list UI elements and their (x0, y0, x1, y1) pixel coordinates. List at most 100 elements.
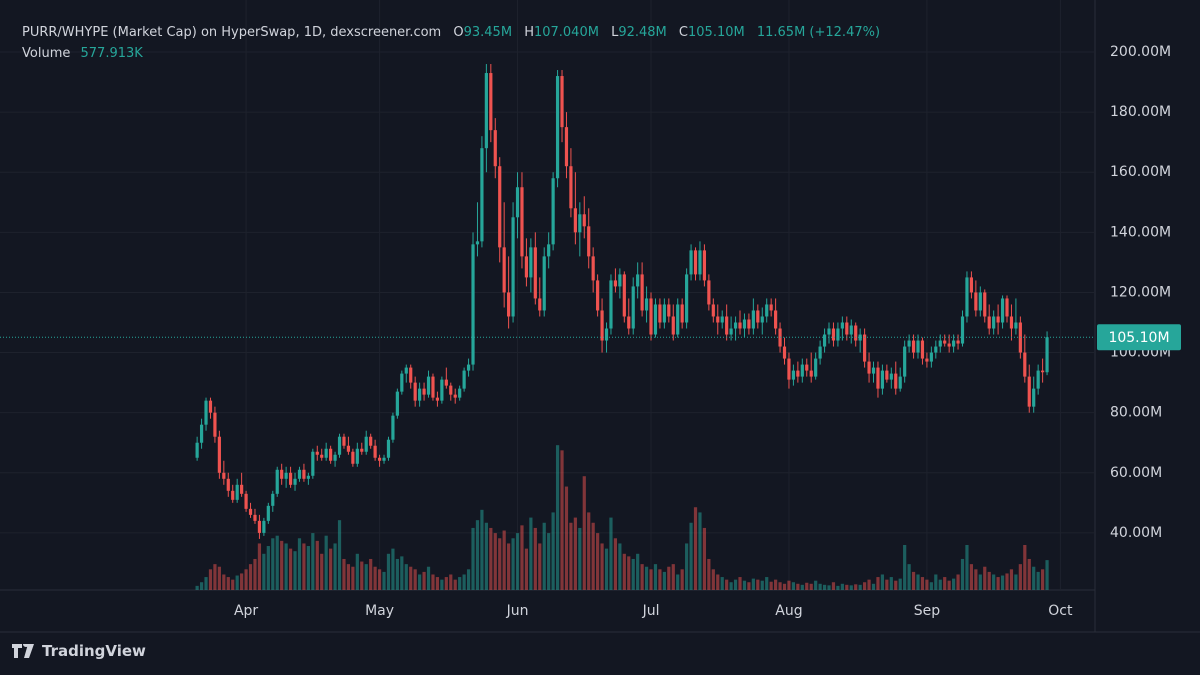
candle-body (604, 328, 609, 341)
watermark[interactable]: TradingView (12, 642, 146, 660)
candle-body (515, 187, 520, 218)
candle-body (733, 322, 738, 329)
volume-bar (822, 584, 827, 590)
candle-body (524, 256, 529, 278)
volume-bar (1005, 573, 1009, 590)
candle-body (404, 367, 408, 374)
candle-body (885, 370, 889, 380)
candle-body (462, 370, 466, 389)
volume-bar (845, 584, 849, 590)
volume-bar (222, 574, 226, 590)
candle-body (311, 451, 315, 476)
volume-bar (418, 574, 422, 590)
candle-body (569, 166, 573, 209)
candle-body (814, 358, 818, 377)
volume-bar (360, 561, 364, 590)
candle-body (564, 127, 569, 167)
volume-bar (916, 574, 920, 590)
volume-bar (987, 571, 991, 590)
candle-body (685, 274, 689, 323)
volume-bar (409, 566, 413, 590)
volume-bar (814, 580, 818, 590)
volume-bar (751, 578, 755, 590)
candle-body (480, 148, 484, 242)
candle-body (466, 364, 471, 371)
candle-body (302, 469, 306, 479)
volume-bar (386, 553, 391, 590)
candle-body (355, 448, 359, 464)
candle-body (342, 436, 346, 446)
volume-bar (604, 548, 609, 590)
candle-body (760, 316, 764, 323)
candle-body (983, 292, 987, 317)
candle-body (582, 214, 586, 227)
candle-body (782, 346, 787, 359)
y-tick-label: 120.00M (1110, 284, 1171, 300)
volume-bar (524, 548, 529, 590)
candle-body (662, 304, 666, 323)
candle-body (916, 340, 920, 353)
y-tick-label: 80.00M (1110, 405, 1162, 421)
change: 11.65M (+12.47%) (756, 25, 881, 40)
y-tick-label: 140.00M (1110, 224, 1171, 240)
candle-body (288, 472, 293, 485)
volume-bar (533, 527, 537, 590)
volume-bar (435, 577, 440, 590)
candle-body (444, 379, 448, 386)
volume-bar (511, 538, 515, 590)
volume-bar (462, 574, 466, 590)
candle-body (231, 490, 235, 500)
candle-body (377, 457, 382, 461)
volume-bar (782, 583, 787, 590)
volume-bar (974, 569, 978, 590)
candle-body (471, 244, 475, 365)
volume-bar (943, 577, 947, 590)
candle-body (978, 292, 982, 311)
candle-body (293, 478, 297, 485)
volume-bar (618, 543, 622, 590)
ohlc-value: 92.48M (618, 25, 667, 40)
volume-bar (911, 571, 916, 590)
volume-bar (983, 566, 987, 590)
volume-bar (702, 527, 707, 590)
candle-body (818, 346, 822, 359)
volume-bar (1041, 569, 1045, 590)
candle-body (306, 475, 310, 479)
volume-bar (266, 546, 270, 590)
volume-bar (929, 582, 933, 590)
candle-body (226, 478, 230, 491)
candle-body (555, 76, 560, 179)
candle-body (449, 385, 453, 395)
candle-body (222, 472, 226, 479)
volume-bar (217, 566, 221, 590)
candle-body (640, 274, 644, 311)
volume-bar (658, 569, 662, 590)
volume-bar (698, 512, 702, 590)
volume-bar (934, 574, 938, 590)
volume-bar (707, 558, 711, 590)
candle-body (636, 274, 640, 287)
candle-body (373, 445, 377, 458)
ohlc-key: C (678, 25, 688, 40)
volume-bar (240, 573, 244, 590)
candle-body (880, 370, 885, 389)
candle-body (257, 520, 262, 533)
volume-bar (938, 579, 942, 590)
volume-bar (302, 543, 306, 590)
volume-bar (662, 571, 666, 590)
candle-body (720, 316, 724, 323)
candle-body (418, 388, 422, 401)
volume-bar (564, 486, 569, 590)
volume-bar (195, 585, 199, 590)
volume-bar (480, 509, 484, 590)
volume-bar (515, 533, 520, 590)
candle-body (1036, 370, 1040, 389)
candle-body (235, 484, 239, 500)
volume-bar (547, 533, 551, 590)
candle-body (827, 328, 831, 335)
ohlc-row: PURR/WHYPE (Market Cap) on HyperSwap, 1D… (22, 22, 880, 43)
volume-bar (760, 580, 764, 590)
volume-bar (809, 583, 813, 590)
volume-bar (627, 556, 631, 590)
